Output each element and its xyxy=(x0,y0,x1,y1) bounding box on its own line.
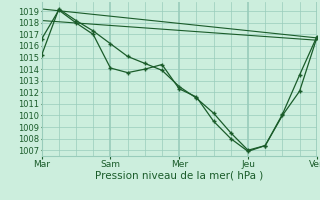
X-axis label: Pression niveau de la mer( hPa ): Pression niveau de la mer( hPa ) xyxy=(95,171,263,181)
